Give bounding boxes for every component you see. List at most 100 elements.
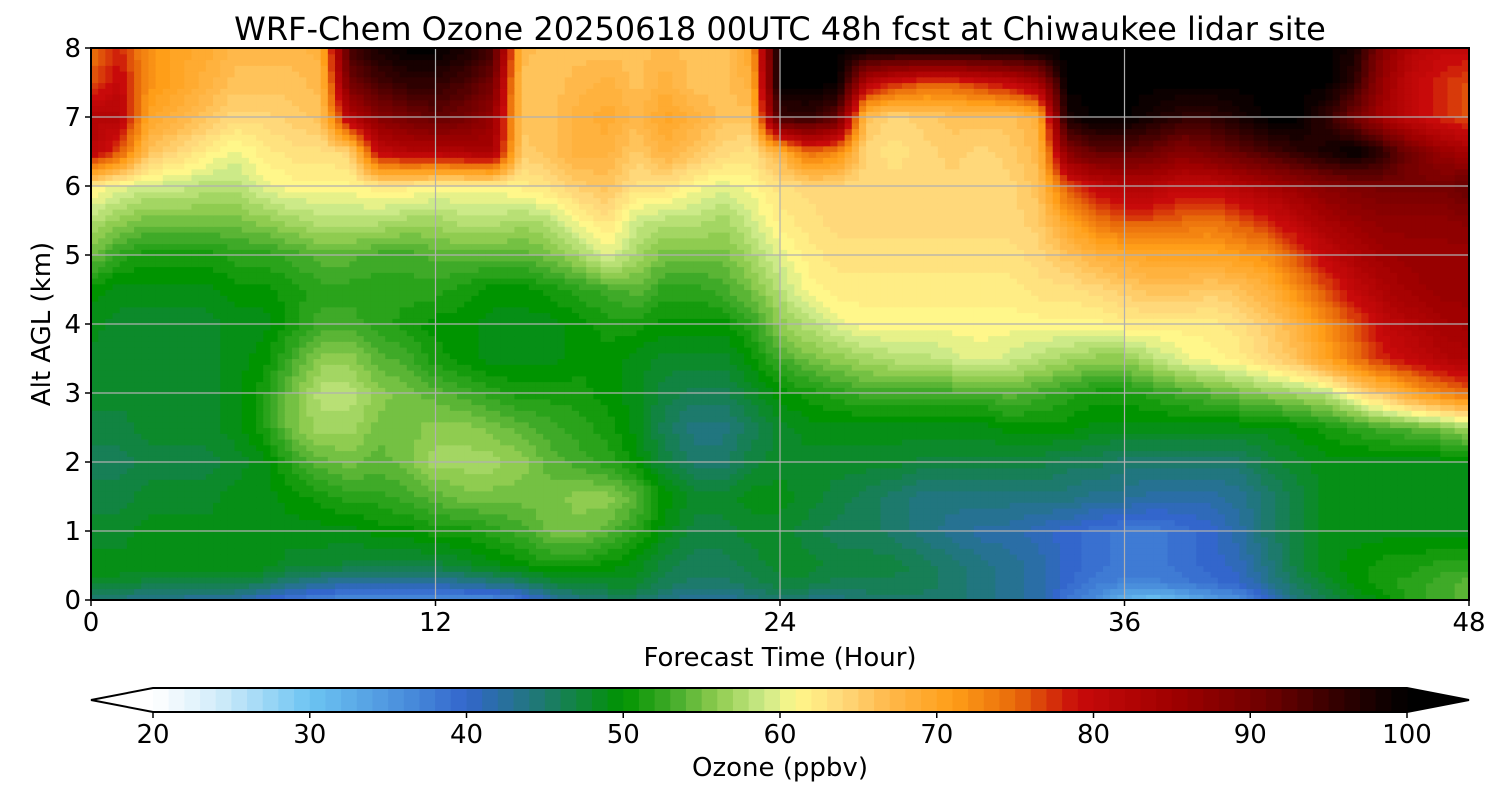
heatmap-cell bbox=[665, 536, 673, 544]
heatmap-cell bbox=[1275, 525, 1283, 532]
heatmap-cell bbox=[184, 588, 193, 595]
heatmap-cell bbox=[758, 456, 767, 463]
heatmap-cell bbox=[1002, 536, 1011, 544]
heatmap-cell bbox=[701, 554, 709, 561]
heatmap-cell bbox=[643, 571, 652, 578]
heatmap-cell bbox=[1454, 502, 1463, 509]
heatmap-cell bbox=[607, 548, 616, 555]
heatmap-cell bbox=[327, 577, 336, 584]
heatmap-cell bbox=[1296, 473, 1305, 480]
heatmap-cell bbox=[148, 490, 157, 498]
heatmap-cell bbox=[492, 559, 501, 567]
heatmap-cell bbox=[1131, 519, 1140, 526]
heatmap-cell bbox=[406, 582, 415, 590]
heatmap-cell bbox=[1110, 559, 1118, 567]
heatmap-cell bbox=[930, 513, 939, 521]
heatmap-cell bbox=[851, 450, 860, 457]
heatmap-cell bbox=[880, 548, 889, 555]
heatmap-cell bbox=[657, 582, 666, 590]
heatmap-cell bbox=[148, 525, 157, 532]
heatmap-cell bbox=[521, 479, 530, 486]
heatmap-cell bbox=[1224, 559, 1233, 567]
heatmap-cell bbox=[772, 536, 781, 544]
heatmap-cell bbox=[701, 594, 709, 601]
heatmap-cell bbox=[1031, 525, 1039, 532]
heatmap-cell bbox=[413, 490, 422, 498]
heatmap-cell bbox=[1232, 531, 1240, 538]
heatmap-cell bbox=[134, 577, 142, 584]
heatmap-cell bbox=[564, 450, 573, 457]
heatmap-cell bbox=[758, 508, 767, 515]
heatmap-cell bbox=[313, 485, 322, 492]
heatmap-cell bbox=[1253, 456, 1262, 463]
heatmap-cell bbox=[521, 467, 530, 475]
heatmap-cell bbox=[672, 467, 681, 475]
heatmap-cell bbox=[327, 588, 336, 595]
heatmap-cell bbox=[1181, 456, 1190, 463]
heatmap-cell bbox=[105, 508, 114, 515]
heatmap-cell bbox=[306, 479, 315, 486]
heatmap-cell bbox=[112, 536, 121, 544]
heatmap-cell bbox=[105, 594, 114, 601]
heatmap-cell bbox=[335, 565, 343, 572]
heatmap-cell bbox=[514, 485, 523, 492]
heatmap-cell bbox=[679, 588, 688, 595]
heatmap-cell bbox=[1275, 450, 1283, 457]
heatmap-cell bbox=[1346, 490, 1355, 498]
heatmap-cell bbox=[758, 571, 767, 578]
heatmap-cell bbox=[220, 508, 228, 515]
heatmap-cell bbox=[1052, 450, 1061, 457]
heatmap-cell bbox=[579, 554, 587, 561]
heatmap-cell bbox=[1332, 479, 1341, 486]
heatmap-cell bbox=[471, 542, 480, 549]
heatmap-cell bbox=[729, 565, 738, 572]
heatmap-cell bbox=[1332, 542, 1341, 549]
heatmap-cell bbox=[320, 577, 329, 584]
heatmap-cell bbox=[1253, 479, 1262, 486]
heatmap-cell bbox=[399, 490, 408, 498]
heatmap-cell bbox=[248, 536, 257, 544]
heatmap-cell bbox=[399, 479, 408, 486]
heatmap-cell bbox=[564, 531, 573, 538]
heatmap-cell bbox=[1354, 548, 1362, 555]
heatmap-cell bbox=[349, 485, 358, 492]
heatmap-cell bbox=[385, 577, 394, 584]
heatmap-cell bbox=[614, 588, 623, 595]
heatmap-cell bbox=[1246, 525, 1255, 532]
heatmap-cell bbox=[191, 577, 200, 584]
heatmap-cell bbox=[751, 582, 760, 590]
heatmap-cell bbox=[1181, 554, 1190, 561]
heatmap-cell bbox=[320, 531, 329, 538]
heatmap-cell bbox=[966, 594, 975, 601]
heatmap-cell bbox=[1110, 571, 1118, 578]
heatmap-cell bbox=[378, 519, 386, 526]
heatmap-cell bbox=[313, 588, 322, 595]
heatmap-cell bbox=[1339, 542, 1348, 549]
heatmap-cell bbox=[91, 582, 99, 590]
heatmap-cell bbox=[995, 548, 1004, 555]
heatmap-cell bbox=[1339, 577, 1348, 584]
heatmap-cell bbox=[162, 542, 171, 549]
heatmap-cell bbox=[564, 485, 573, 492]
heatmap-cell bbox=[442, 479, 451, 486]
heatmap-cell bbox=[1339, 473, 1348, 480]
heatmap-cell bbox=[112, 496, 121, 503]
heatmap-cell bbox=[1325, 456, 1334, 463]
heatmap-cell bbox=[622, 479, 630, 486]
heatmap-cell bbox=[1282, 588, 1291, 595]
heatmap-cell bbox=[457, 519, 465, 526]
heatmap-cell bbox=[1189, 485, 1197, 492]
heatmap-cell bbox=[392, 594, 401, 601]
heatmap-cell bbox=[923, 456, 932, 463]
heatmap-cell bbox=[1160, 519, 1169, 526]
heatmap-cell bbox=[263, 473, 272, 480]
heatmap-cell bbox=[399, 594, 408, 601]
heatmap-cell bbox=[808, 588, 817, 595]
heatmap-cell bbox=[1210, 456, 1219, 463]
heatmap-cell bbox=[1311, 588, 1319, 595]
heatmap-cell bbox=[744, 582, 752, 590]
heatmap-cell bbox=[1196, 582, 1205, 590]
heatmap-cell bbox=[1282, 496, 1291, 503]
heatmap-cell bbox=[134, 594, 142, 601]
